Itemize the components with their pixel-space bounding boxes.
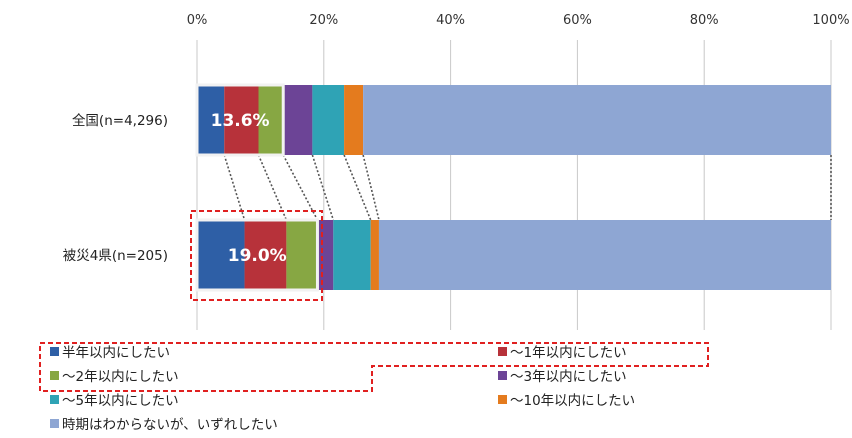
bar-segment [197, 220, 245, 290]
x-tick-label: 20% [309, 13, 338, 28]
connector-line [223, 154, 246, 221]
legend-swatch [50, 347, 59, 356]
legend-label: 時期はわからないが、いずれしたい [62, 417, 278, 433]
legend-swatch [50, 395, 59, 404]
bar-segment [312, 85, 345, 155]
legend-swatch [498, 395, 507, 404]
x-tick-label: 100% [812, 13, 849, 28]
annotation-label: 13.6% [211, 111, 270, 131]
highlights: 13.6% 19.0% [190, 83, 323, 301]
annotation-label: 19.0% [228, 246, 287, 266]
connector-line [311, 154, 335, 221]
legend-swatch [498, 347, 507, 356]
bar-segment [378, 220, 831, 290]
legend-swatch [50, 419, 59, 428]
bar-segment [224, 85, 259, 155]
emphasis-outline [190, 210, 323, 301]
x-axis-ticks: 0% 20% 40% 60% 80% 100% [187, 13, 850, 28]
highlight-box [195, 83, 285, 157]
bar-connectors [223, 154, 832, 221]
legend-label: 半年以内にしたい [62, 345, 170, 361]
legend-swatch [50, 371, 59, 380]
legend-label: ～1年以内にしたい [510, 345, 627, 361]
connector-line [282, 154, 319, 221]
x-tick-label: 0% [187, 13, 208, 28]
bar-segment [286, 220, 318, 290]
bar-segment [317, 220, 334, 290]
bar-segment [244, 220, 287, 290]
legend: 半年以内にしたい ～1年以内にしたい ～2年以内にしたい ～3年以内にしたい ～5年以内… [39, 342, 709, 433]
legend-label: ～10年以内にしたい [510, 393, 635, 409]
connector-line [362, 154, 380, 221]
category-label: 全国(n=4,296) [72, 112, 168, 129]
x-tick-label: 40% [436, 13, 465, 28]
bar-segment [283, 85, 313, 155]
x-tick-label: 80% [690, 13, 719, 28]
legend-label: ～2年以内にしたい [62, 369, 179, 385]
category-label: 被災4県(n=205) [63, 248, 168, 264]
legend-emphasis-outline [39, 342, 709, 392]
category-labels: 全国(n=4,296) 被災4県(n=205) [63, 112, 168, 264]
bars [197, 85, 831, 290]
legend-label: ～5年以内にしたい [62, 393, 179, 409]
highlight-box [195, 218, 319, 292]
bar-segment [370, 220, 379, 290]
bar-segment [333, 220, 371, 290]
legend-swatch [498, 371, 507, 380]
bar-segment [363, 85, 831, 155]
bar-segment [197, 85, 225, 155]
x-tick-label: 60% [563, 13, 592, 28]
connector-line [343, 154, 372, 221]
legend-label: ～3年以内にしたい [510, 369, 627, 385]
bar-segment [258, 85, 284, 155]
bar-segment [344, 85, 364, 155]
